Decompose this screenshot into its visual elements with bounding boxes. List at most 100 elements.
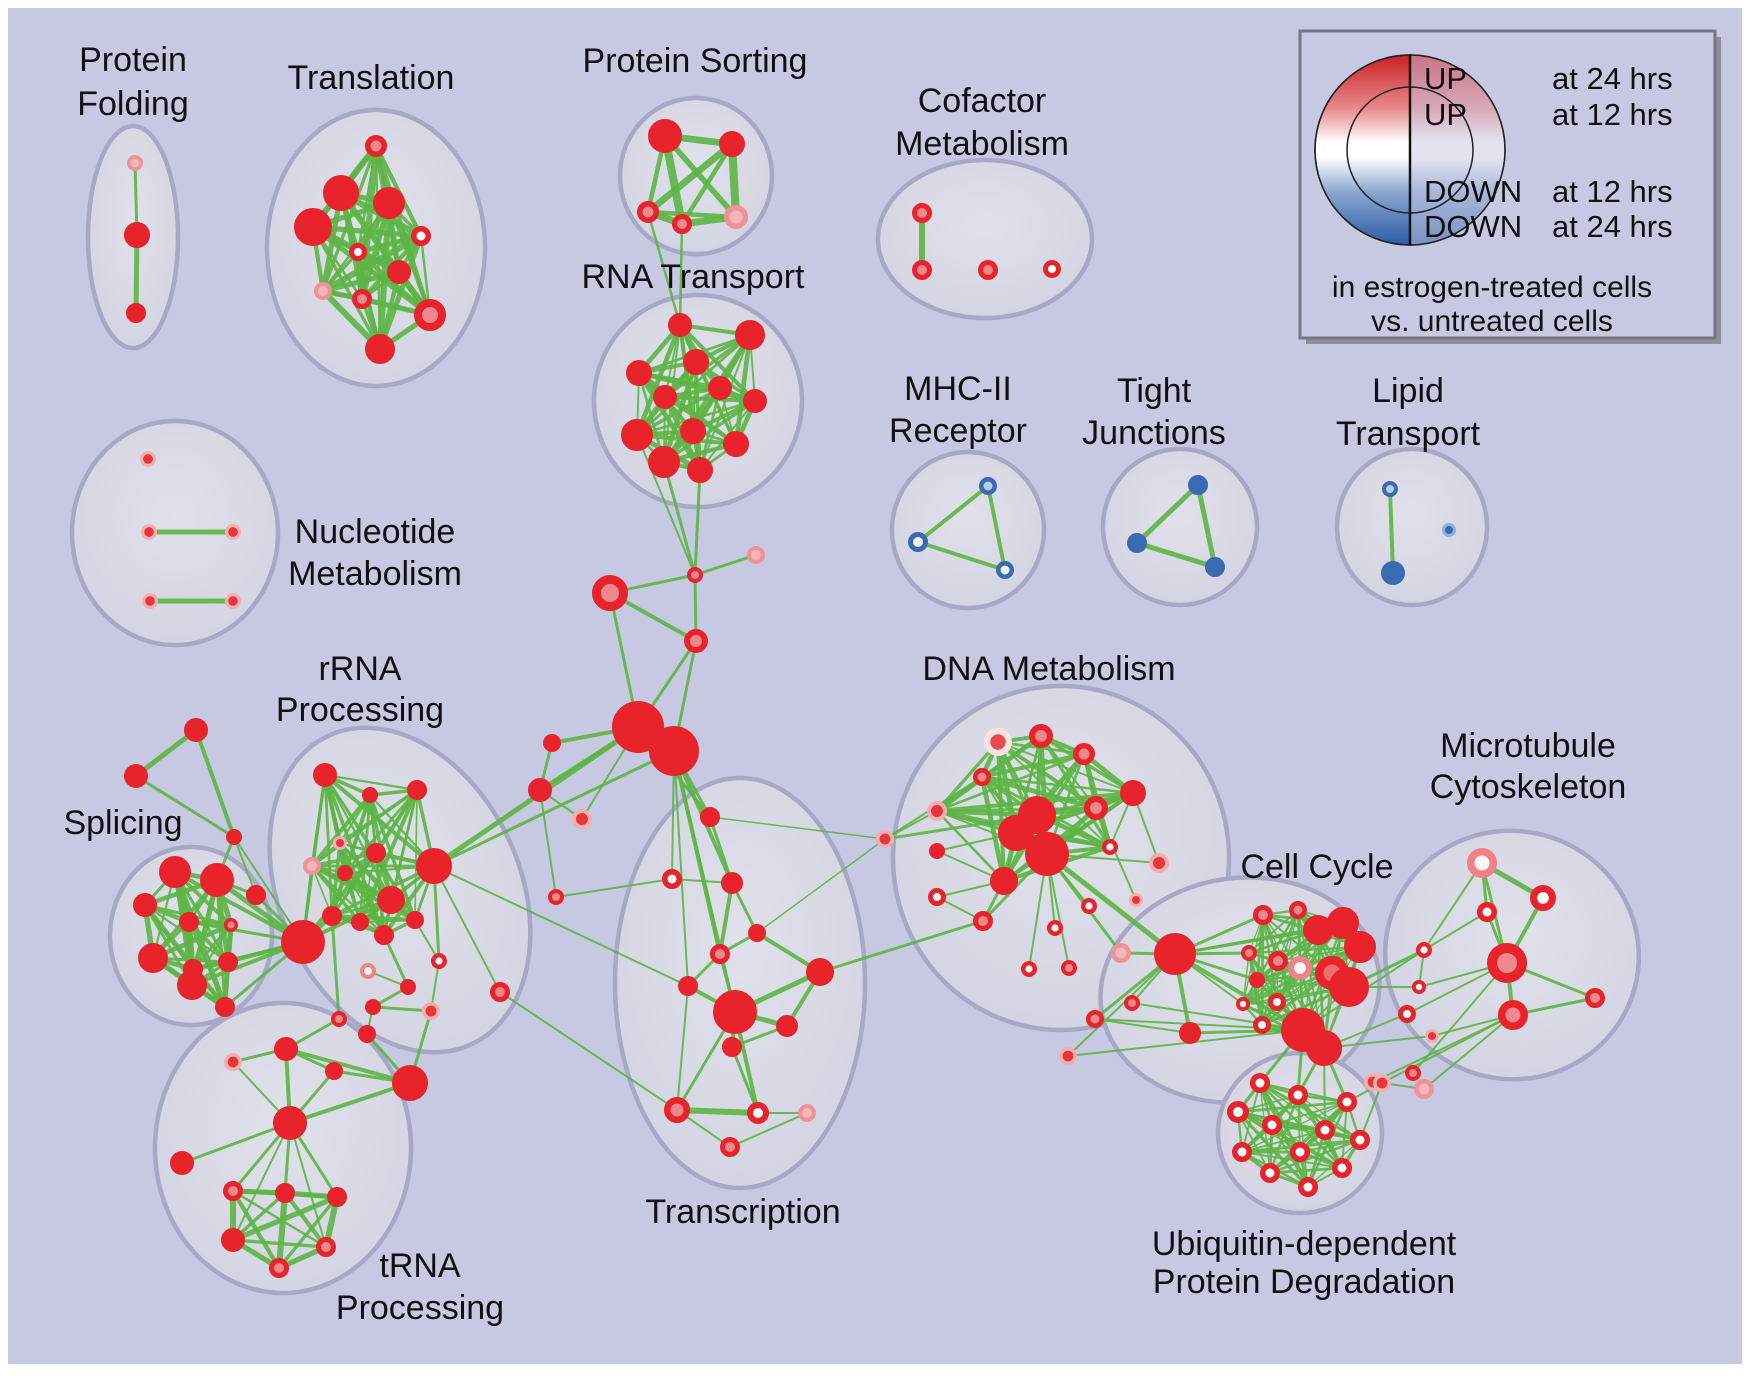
- network-edge: [1173, 952, 1305, 1032]
- network-edge: [979, 774, 1099, 811]
- network-node-76: [159, 856, 191, 888]
- network-node-61: [225, 523, 242, 540]
- network-edge: [414, 789, 418, 921]
- network-node-72: [1442, 523, 1456, 537]
- network-node-51: [806, 958, 834, 986]
- network-edge: [1039, 734, 1112, 849]
- network-node-155: [1268, 951, 1288, 971]
- network-node-39: [543, 734, 561, 752]
- network-edge: [756, 838, 886, 934]
- network-node-22: [1042, 260, 1061, 279]
- network-node-92: [302, 857, 321, 876]
- network-edge: [636, 434, 696, 576]
- network-node-125: [973, 768, 991, 786]
- network-node-132: [1101, 839, 1118, 856]
- network-edge: [277, 1195, 339, 1270]
- network-node-49: [748, 924, 766, 942]
- network-edge: [1241, 1129, 1326, 1153]
- cluster-label-nucleotide-metabolism-line1: Nucleotide: [295, 513, 456, 551]
- legend-down12-dir: DOWN: [1424, 174, 1522, 209]
- cluster-label-splicing-line1: Splicing: [63, 804, 182, 842]
- network-node-126: [927, 801, 947, 821]
- cluster-label-translation-line1: Translation: [288, 59, 455, 97]
- network-node-78: [133, 893, 157, 917]
- network-node-118: [221, 1228, 245, 1252]
- network-edge: [1381, 1014, 1514, 1084]
- network-node-135: [929, 843, 945, 859]
- network-node-79: [179, 912, 199, 932]
- network-node-53: [776, 1015, 798, 1037]
- network-node-162: [1252, 1015, 1271, 1034]
- network-node-167: [1467, 848, 1497, 878]
- network-edge: [662, 460, 697, 577]
- network-node-34: [687, 457, 713, 483]
- network-node-50: [678, 976, 698, 996]
- network-node-98: [351, 913, 369, 931]
- network-node-112: [490, 982, 510, 1002]
- network-node-28: [653, 385, 677, 409]
- network-node-8: [349, 243, 368, 262]
- network-edge: [679, 141, 735, 227]
- network-node-35: [747, 546, 766, 565]
- cluster-label-lipid-transport-line1: Lipid: [1372, 372, 1444, 410]
- network-edge: [818, 919, 985, 974]
- cluster-label-ubiquitin-degradation-line2: Protein Degradation: [1153, 1263, 1455, 1301]
- network-node-104: [331, 1011, 347, 1027]
- network-node-106: [421, 1001, 440, 1020]
- network-edge: [359, 200, 392, 302]
- network-node-123: [1029, 724, 1053, 748]
- network-node-188: [1298, 1177, 1318, 1197]
- cluster-label-cofactor-metabolism-line2: Metabolism: [895, 125, 1069, 163]
- network-node-41: [649, 726, 699, 776]
- network-edge: [173, 870, 305, 944]
- network-node-190: [1414, 1079, 1434, 1099]
- network-node-91: [333, 836, 347, 850]
- legend-footnote-line2: vs. untreated cells: [1371, 305, 1613, 338]
- network-node-184: [1232, 1142, 1252, 1162]
- network-node-166: [1405, 1065, 1421, 1081]
- cluster-label-protein-folding-line1: Protein: [79, 41, 187, 79]
- network-edge: [133, 727, 199, 779]
- network-node-187: [1260, 1163, 1280, 1183]
- network-edge: [499, 991, 678, 1111]
- network-node-32: [723, 431, 749, 457]
- network-edge: [230, 1194, 340, 1243]
- network-node-71: [1381, 561, 1405, 585]
- network-node-95: [377, 886, 405, 914]
- network-edge: [1131, 1002, 1304, 1031]
- network-node-74: [124, 764, 148, 788]
- network-edge: [358, 142, 380, 303]
- network-edge: [329, 913, 418, 923]
- network-edge: [539, 789, 557, 898]
- network-node-183: [1350, 1130, 1370, 1150]
- network-node-133: [990, 867, 1018, 895]
- network-node-70: [1382, 481, 1398, 497]
- network-node-81: [138, 943, 168, 973]
- network-edge: [646, 210, 682, 327]
- cluster-label-ubiquitin-degradation-line1: Ubiquitin-dependent: [1152, 1225, 1457, 1263]
- network-node-174: [1585, 988, 1605, 1008]
- network-node-109: [224, 1053, 243, 1072]
- network-edge: [433, 865, 501, 993]
- network-node-33: [648, 446, 680, 478]
- network-node-7: [411, 226, 431, 246]
- network-node-47: [662, 869, 682, 889]
- network-node-65: [908, 532, 928, 552]
- network-node-144: [1154, 933, 1196, 975]
- network-node-4: [323, 175, 359, 211]
- cluster-label-trna-processing-line1: tRNA: [379, 1247, 461, 1285]
- network-node-0: [127, 155, 144, 172]
- network-node-177: [1250, 1073, 1270, 1093]
- cluster-label-trna-processing-line2: Processing: [336, 1289, 504, 1327]
- network-node-168: [1529, 885, 1556, 912]
- network-edge: [310, 851, 378, 868]
- network-node-44: [548, 889, 564, 905]
- network-node-46: [721, 872, 743, 894]
- cluster-label-tight-junctions-line1: Tight: [1117, 372, 1192, 410]
- network-node-159: [1329, 967, 1369, 1007]
- cluster-label-rrna-processing-line1: rRNA: [318, 650, 401, 688]
- network-node-38: [684, 629, 708, 653]
- network-edge: [1423, 911, 1488, 951]
- network-node-120: [316, 1237, 336, 1257]
